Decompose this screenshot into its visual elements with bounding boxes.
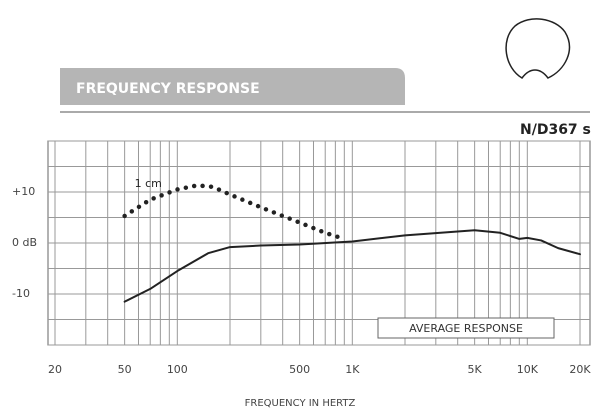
header-bar bbox=[60, 68, 405, 105]
y-tick-label: +10 bbox=[12, 185, 35, 198]
x-tick-label: 5K bbox=[468, 363, 483, 376]
polar-icon bbox=[505, 18, 571, 79]
dotted-line bbox=[122, 183, 347, 242]
x-tick-label: 20K bbox=[569, 363, 591, 376]
label-box bbox=[377, 317, 555, 339]
x-tick-label: 500 bbox=[289, 363, 310, 376]
y-tick-label: 0 dB bbox=[12, 236, 37, 249]
model-name: N/D367 s bbox=[520, 122, 591, 138]
x-tick-label: 10K bbox=[517, 363, 539, 376]
x-axis-label: FREQUENCY IN HERTZ bbox=[245, 398, 356, 409]
series-label: AVERAGE RESPONSE bbox=[409, 322, 523, 335]
line bbox=[123, 229, 581, 303]
y-tick-label: -10 bbox=[12, 287, 30, 300]
chart-title: FREQUENCY RESPONSE bbox=[76, 81, 260, 97]
series-label: 1 cm bbox=[135, 177, 162, 190]
x-tick-label: 20 bbox=[48, 363, 62, 376]
x-tick-label: 100 bbox=[167, 363, 188, 376]
x-tick-label: 1K bbox=[345, 363, 360, 376]
x-tick-label: 50 bbox=[118, 363, 132, 376]
